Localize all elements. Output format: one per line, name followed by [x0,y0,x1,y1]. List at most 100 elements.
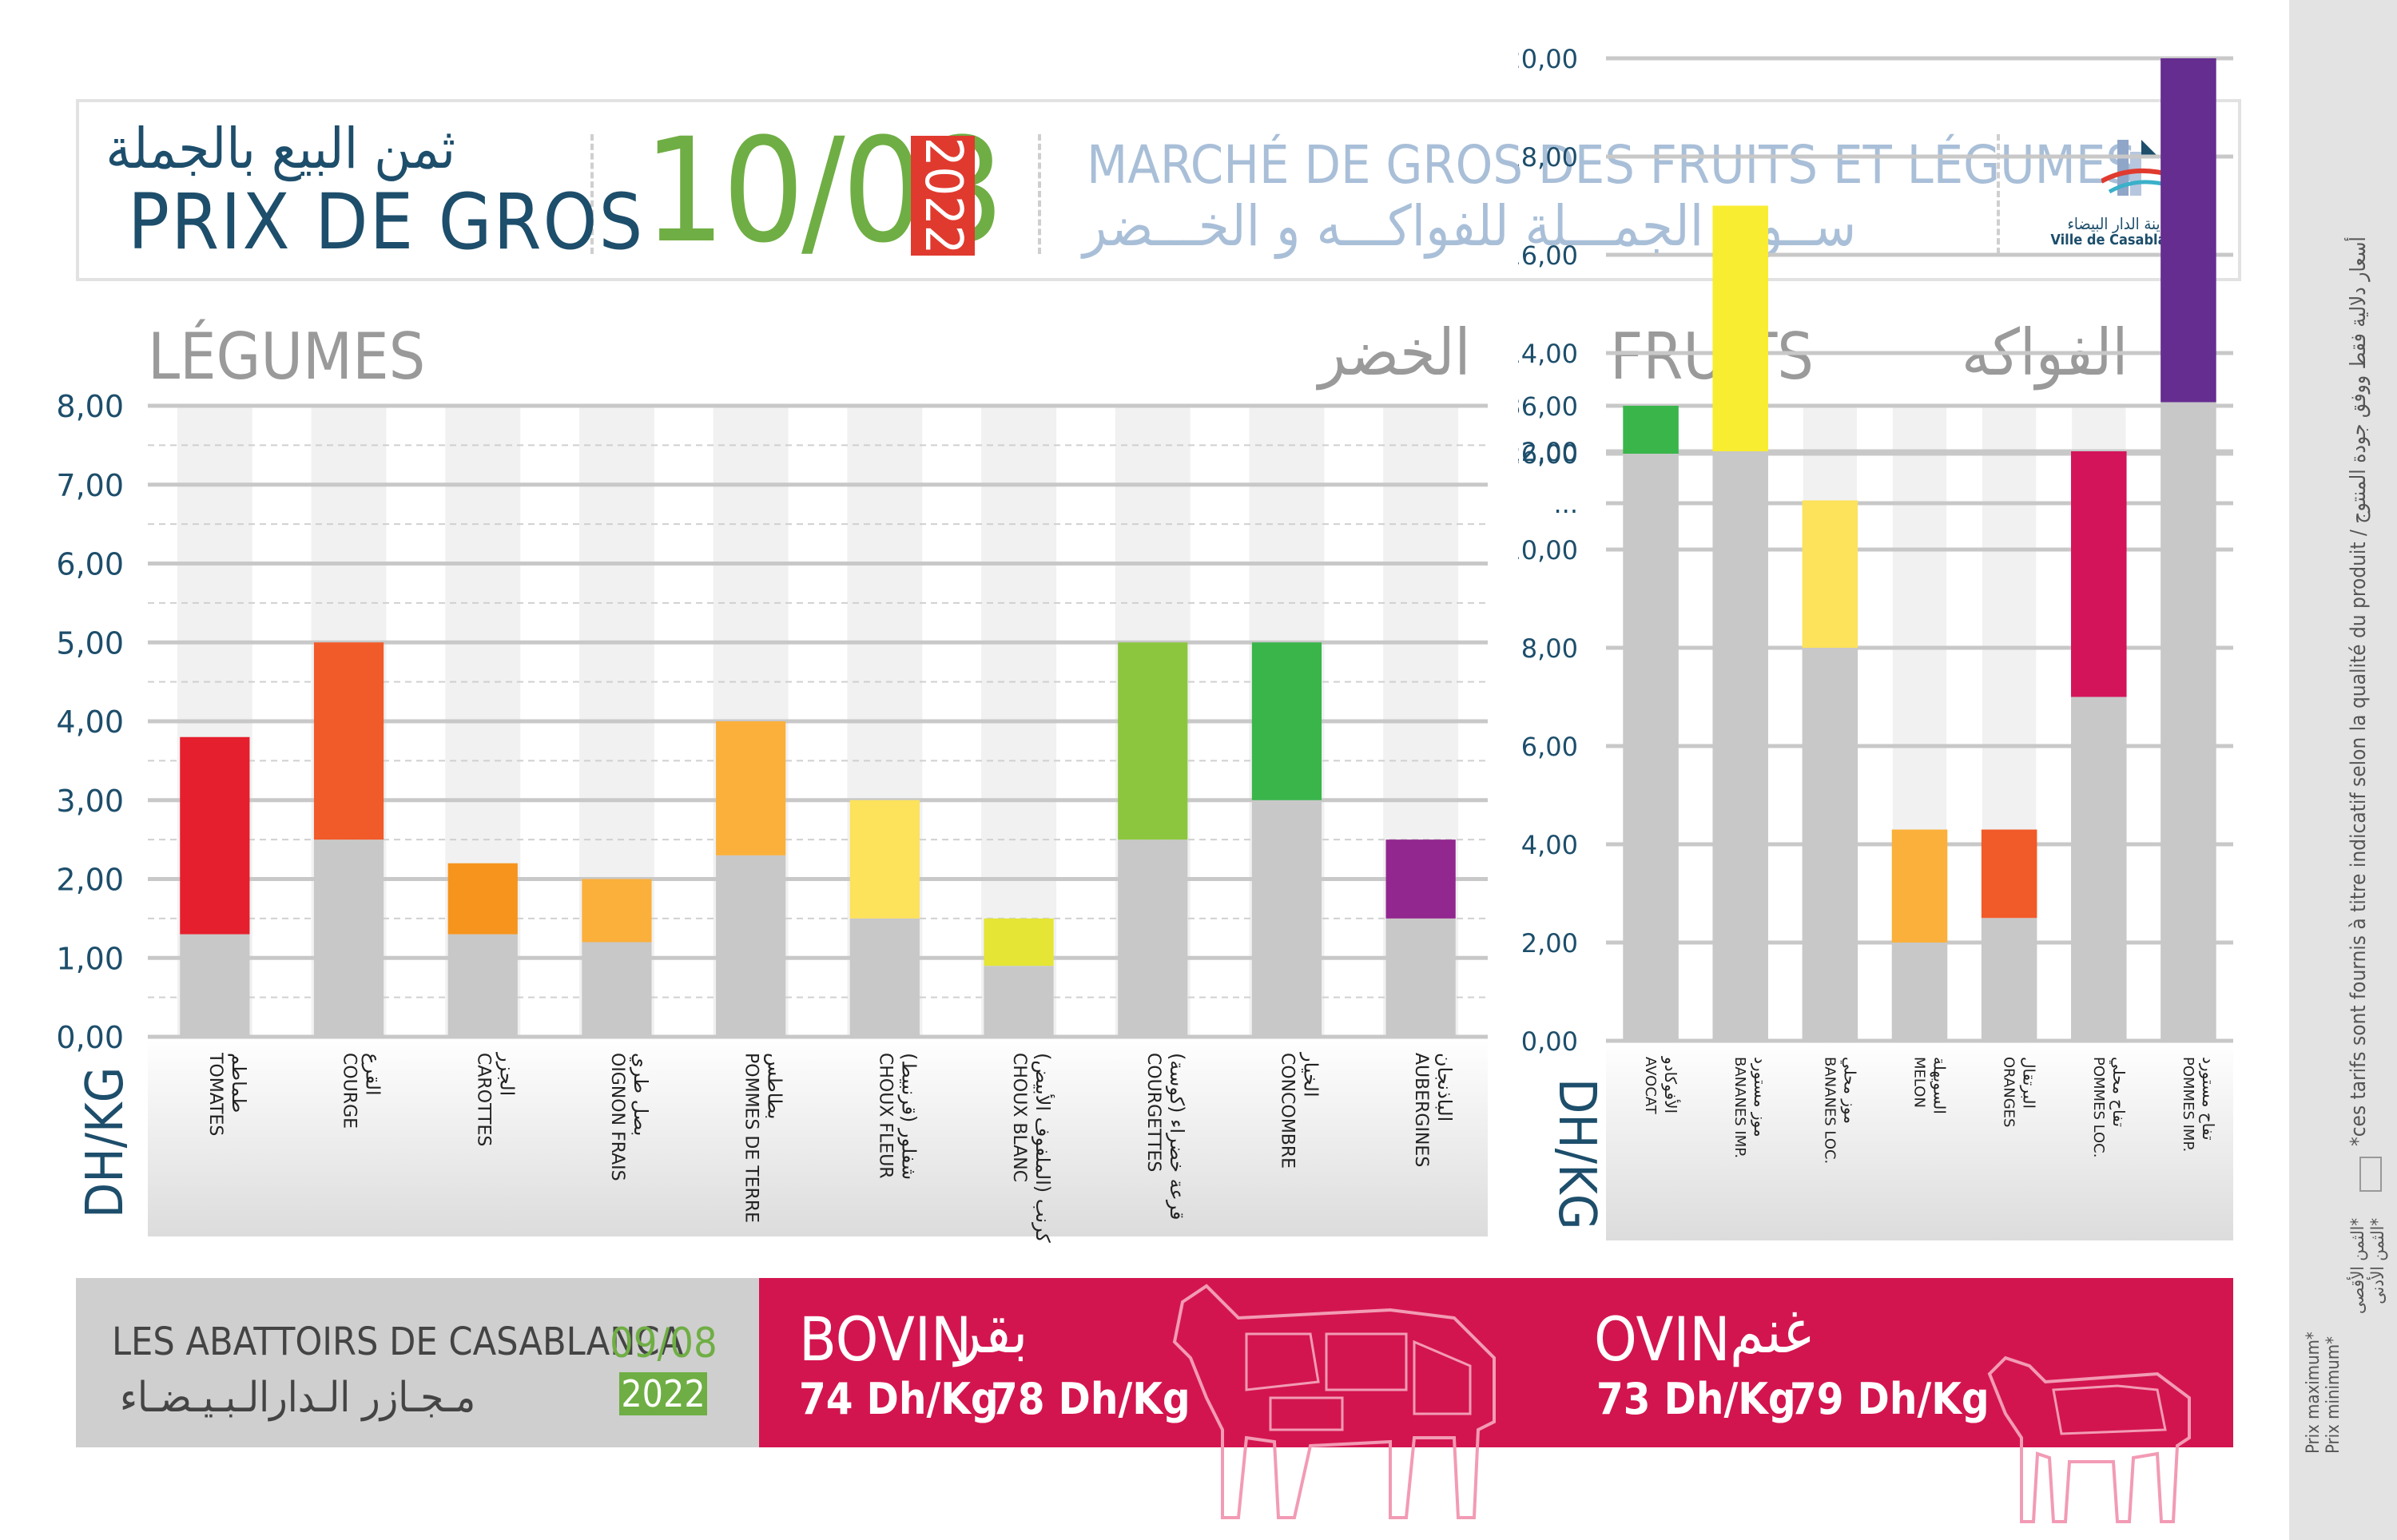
legend-block-arabic: *الثمن الأقصى *الثمن الأدنى [2348,1218,2388,1314]
y-tick-label: 36,00 [1518,391,1578,422]
category-label-fr: BANANES LOC. [1821,1057,1838,1164]
category-label-ar: تفاح محلي [2109,1057,2129,1127]
y-tick-label: 14,00 [1518,339,1578,369]
ovin-label-arabic: غنم [1730,1296,1811,1367]
bar-max [1981,829,2037,919]
bar-min [2160,402,2216,1041]
y-tick-label: 16,00 [1518,240,1578,271]
y-tick-label: 18,00 [1518,142,1578,173]
legumes-chart: 0,00 1,00 2,00 3,00 4,00 5,00 6,00 7,00 8,00 TOMA… [56,389,1488,1243]
cow-icon [1172,1284,1496,1519]
logo-text-arabic: مدينة الدار البيضاء [2067,214,2176,233]
y-tick-label: 2,00 [56,863,124,898]
ovin-min-price: 73 Dh/Kg [1596,1374,1796,1424]
sidebar: *ces tarifs sont fournis à titre indicat… [2289,0,2397,1540]
bar-max [180,736,250,935]
category-label-ar: الباذنجان [1433,1053,1456,1121]
category-label-ar: القرع [362,1053,384,1096]
category-label-ar: موز مستورد [1751,1057,1770,1137]
bar-max [1623,406,1679,454]
bar-min [180,934,250,1037]
market-title-french: MARCHÉ DE GROS DES FRUITS ET LÉGUMES [1087,134,2137,196]
legend-max-fr: Prix maximum* [2304,1332,2323,1454]
category-label-fr: CHOUX FLEUR [875,1053,895,1179]
category-label-fr: COURGE [340,1053,360,1129]
bovin-label-arabic: بقر [955,1296,1028,1367]
bar-min [447,934,518,1037]
category-label-fr: MELON [1911,1057,1928,1108]
legend-min-ar: *الثمن الأدنى [2368,1217,2388,1304]
category-label-fr: CAROTTES [473,1053,493,1146]
bar-min [582,942,652,1037]
category-label-ar: تفاح مستورد [2199,1057,2218,1141]
bar-min [313,839,384,1037]
bar-max [1712,205,1768,451]
y-tick-label: 4,00 [1521,830,1578,860]
bar-max [849,800,920,919]
bar-max [582,879,652,943]
bar-max [1802,500,1858,648]
bar-min [1802,648,1858,1041]
y-tick-label: 0,00 [1521,1026,1578,1057]
bar-min [1891,943,1948,1041]
bar-min [1251,800,1322,1037]
y-tick-label: ... [1553,489,1578,519]
ovin-label-french: OVIN [1594,1304,1731,1375]
y-tick-label: 20,00 [1518,44,1578,74]
legend-max-ar: *الثمن الأقصى [2348,1217,2368,1314]
category-label-ar: طماطم [228,1053,250,1113]
bar-max [984,918,1054,966]
category-label-fr: AVOCAT [1642,1057,1659,1115]
y-tick-label: 6,00 [56,547,124,582]
bar-max [1251,642,1322,800]
category-label-fr: BANANES IMP. [1731,1057,1748,1158]
category-label-fr: ORANGES [2001,1057,2017,1127]
bar-max [2071,451,2127,697]
header-divider [590,134,594,254]
category-label-ar: قرعة خضراء (كوسة) [1166,1053,1188,1220]
y-tick-label: 8,00 [1521,633,1578,664]
bar-min [1623,454,1679,1041]
bar-max [1385,839,1456,919]
bar-min [1981,918,2037,1041]
y-tick-label: 6,00 [1521,732,1578,762]
label-band [148,1037,1488,1236]
bar-max [716,721,786,855]
fruits-title-french: FRUITS [1610,320,1814,394]
y-tick-label: 1,00 [56,941,124,976]
bar-min [716,855,786,1037]
category-label-ar: السويهلة [1930,1057,1950,1114]
legend-swatch [2359,1157,2382,1192]
disclaimer-note: *ces tarifs sont fournis à titre indicat… [2347,236,2371,1146]
bovin-label-french: BOVIN [799,1304,972,1375]
y-tick-label: 0,00 [56,1020,124,1055]
sheep-icon [1987,1355,2191,1523]
category-label-ar: الجزر [495,1052,518,1096]
y-tick-label: 12,00 [1518,437,1578,467]
abattoir-panel [76,1278,759,1447]
bar-min [1118,839,1188,1037]
category-label-fr: POMMES LOC. [2090,1057,2107,1157]
header-panel [76,99,2241,281]
category-label-ar: الخيار [1299,1052,1322,1097]
abattoir-year: 2022 [619,1372,707,1415]
category-label-ar: البرتقال [2020,1057,2039,1109]
category-label-fr: AUBERGINES [1411,1053,1431,1167]
label-band [1606,1041,2233,1240]
abattoir-date: 09/08 [610,1320,718,1367]
title-french: PRIX DE GROS [128,177,645,267]
category-label-fr: POMMES DE TERRE [741,1053,761,1223]
category-label-ar: بطاطس [764,1053,786,1119]
category-label-ar: بصل طري [630,1053,652,1136]
category-label-ar: الأفوكادو [1661,1056,1680,1113]
category-label-fr: COURGETTES [1143,1053,1163,1172]
header-divider [1038,134,1041,254]
legumes-title-arabic: الخضر [1318,316,1471,390]
category-label-ar: شفلور (قرنبيط) [897,1053,920,1180]
abattoir-title-arabic: مـجـازر الـدارالـبـيـضـاء [120,1374,476,1422]
bar-min [849,918,920,1037]
fruits-chart: 0,00 2,00 4,00 6,00 8,00 10,00 12,00 14,00 16,00… [1518,44,2233,1240]
legend-block: Prix maximum* Prix minimum* [2304,1332,2343,1454]
header-divider [1997,134,2000,254]
bovin-min-price: 74 Dh/Kg [799,1374,999,1424]
